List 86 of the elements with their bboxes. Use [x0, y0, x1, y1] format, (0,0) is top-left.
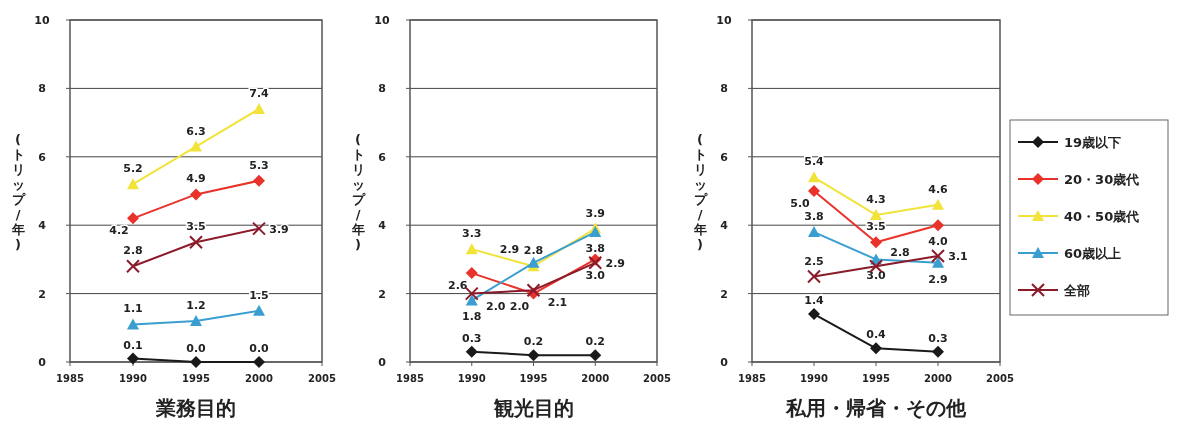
data-label: 1.2	[186, 298, 206, 312]
data-label: 2.6	[448, 279, 468, 293]
data-label: 0.1	[123, 338, 143, 352]
y-tick-label: 10	[374, 14, 390, 27]
x-tick-label: 1990	[800, 373, 828, 384]
data-label: 6.3	[186, 124, 206, 138]
x-tick-label: 2005	[986, 373, 1014, 384]
y-tick-label: 6	[378, 150, 387, 164]
legend-label: 19歳以下	[1064, 135, 1122, 150]
y-axis-title: (トリップ/年)	[10, 131, 26, 252]
data-label: 3.9	[269, 222, 289, 236]
y-tick-label: 0	[38, 356, 47, 369]
data-label: 0.2	[523, 335, 544, 349]
x-tick-label: 2000	[924, 373, 952, 384]
y-tick-label: 2	[720, 287, 728, 301]
x-tick-label: 2005	[643, 373, 671, 384]
x-tick-label: 1985	[56, 373, 84, 384]
y-tick-label: 6	[38, 150, 47, 164]
y-tick-label: 2	[38, 287, 46, 301]
legend-label: 20・30歳代	[1064, 172, 1140, 187]
data-label: 2.9	[605, 256, 625, 270]
y-tick-label: 8	[378, 82, 386, 96]
y-tick-label: 8	[38, 82, 46, 96]
data-label: 2.9	[928, 272, 948, 286]
y-tick-label: 4	[378, 219, 387, 233]
data-label: 5.4	[804, 155, 825, 169]
data-label: 5.0	[790, 197, 811, 210]
x-tick-label: 1985	[396, 373, 424, 384]
data-label: 3.8	[804, 210, 824, 224]
data-label: 4.3	[866, 192, 886, 206]
data-label: 3.9	[585, 206, 605, 220]
data-label: 2.9	[499, 242, 520, 256]
data-label: 2.0	[509, 299, 530, 313]
y-tick-label: 0	[720, 356, 729, 369]
data-label: 2.1	[547, 296, 568, 310]
x-tick-label: 2000	[245, 373, 273, 384]
x-tick-label: 2000	[581, 373, 610, 384]
data-label: 2.0	[486, 299, 506, 313]
y-tick-label: 4	[720, 219, 729, 233]
data-label: 3.0	[866, 269, 887, 283]
data-label: 2.8	[123, 244, 143, 258]
data-label: 0.3	[928, 331, 948, 345]
y-tick-label: 2	[378, 287, 386, 301]
y-axis-title: (トリップ/年)	[350, 131, 366, 252]
legend-label: 60歳以上	[1064, 246, 1122, 261]
y-tick-label: 0	[378, 356, 387, 369]
data-label: 0.4	[866, 328, 887, 342]
text: 観光目的	[492, 396, 574, 420]
data-label: 3.8	[585, 242, 605, 256]
data-label: 2.8	[890, 246, 910, 260]
data-label: 4.9	[186, 172, 206, 186]
data-label: 1.8	[462, 310, 482, 324]
data-label: 2.8	[523, 244, 544, 258]
x-tick-label: 1990	[119, 373, 147, 384]
y-tick-label: 4	[38, 219, 47, 233]
x-tick-label: 2005	[308, 373, 336, 384]
x-tick-label: 1995	[519, 373, 548, 384]
text: 私用・帰省・その他	[785, 396, 967, 420]
data-label: 0.2	[585, 335, 605, 349]
data-label: 4.6	[928, 182, 949, 196]
legend-label: 全部	[1063, 283, 1090, 298]
x-tick-label: 1995	[182, 373, 210, 384]
data-label: 1.4	[804, 294, 825, 308]
y-tick-label: 6	[720, 150, 729, 164]
x-tick-label: 1995	[862, 373, 890, 384]
data-label: 3.3	[462, 227, 482, 241]
data-label: 0.0	[249, 342, 270, 355]
data-label: 2.5	[804, 254, 824, 268]
data-label: 0.0	[186, 342, 207, 355]
text: 業務目的	[155, 396, 236, 420]
x-tick-label: 1985	[738, 373, 766, 384]
data-label: 1.1	[123, 302, 143, 316]
y-axis-title: (トリップ/年)	[692, 131, 708, 252]
data-label: 7.4	[249, 86, 270, 100]
data-label: 5.2	[123, 162, 143, 176]
data-label: 3.0	[585, 269, 606, 283]
data-label: 0.3	[462, 331, 482, 345]
y-tick-label: 10	[716, 14, 732, 27]
y-tick-label: 8	[720, 82, 728, 96]
data-label: 4.0	[928, 235, 949, 249]
legend-label: 40・50歳代	[1064, 209, 1140, 224]
data-label: 3.1	[948, 249, 968, 263]
x-tick-label: 1990	[457, 373, 486, 384]
data-label: 4.2	[109, 224, 129, 238]
data-label: 5.3	[249, 158, 269, 172]
y-tick-label: 10	[34, 14, 50, 27]
